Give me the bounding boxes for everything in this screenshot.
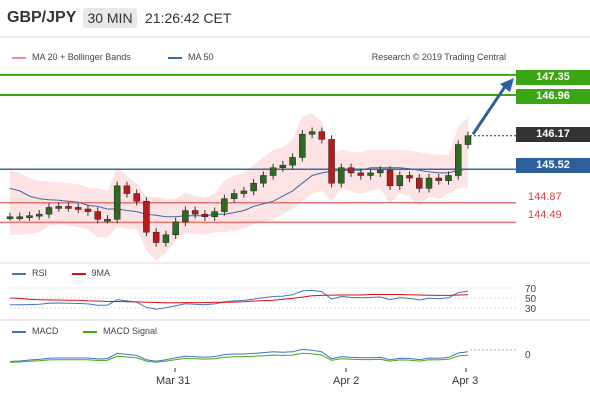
price-candle bbox=[455, 144, 462, 176]
price-candle bbox=[172, 221, 179, 236]
price-candle bbox=[201, 213, 209, 217]
price-candle bbox=[464, 135, 472, 145]
legend-ma50-label: MA 50 bbox=[188, 52, 214, 62]
macd-signal-swatch bbox=[83, 330, 98, 333]
macd-legend: MACD MACD Signal bbox=[12, 326, 157, 336]
price-candle bbox=[308, 131, 316, 135]
timeframe-badge[interactable]: 30 MIN bbox=[83, 8, 137, 28]
price-candle bbox=[191, 210, 199, 215]
price-candle bbox=[74, 207, 82, 210]
macd-tick-0: 0 bbox=[525, 350, 531, 361]
price-candle bbox=[240, 190, 248, 194]
price-candle bbox=[435, 177, 443, 181]
price-candle bbox=[396, 175, 404, 187]
price-candle bbox=[230, 193, 238, 199]
price-candle bbox=[260, 175, 267, 184]
date-label-mar31: Mar 31 bbox=[156, 375, 191, 387]
rsi-tick-50: 50 bbox=[525, 294, 537, 305]
legend-bollinger-swatch bbox=[12, 56, 26, 59]
price-candle bbox=[445, 175, 452, 181]
price-candle bbox=[347, 167, 355, 174]
macd-signal-line bbox=[9, 352, 469, 363]
rsi-ma-swatch bbox=[71, 272, 86, 275]
macd-swatch bbox=[12, 330, 26, 333]
price-candle bbox=[211, 211, 218, 217]
macd-line bbox=[9, 348, 469, 362]
price-candle bbox=[16, 216, 23, 219]
chart-header: GBP/JPY 30 MIN 21:26:42 CET bbox=[0, 0, 590, 36]
price-candle bbox=[45, 207, 53, 215]
price-candle bbox=[357, 172, 365, 176]
rsi-label: RSI bbox=[32, 268, 48, 278]
legend-bollinger-label: MA 20 + Bollinger Bands bbox=[32, 52, 131, 62]
level-r2-tag: 146.96 bbox=[516, 89, 590, 104]
timestamp: 21:26:42 CET bbox=[145, 10, 232, 26]
level-current-tag: 146.17 bbox=[516, 127, 590, 142]
price-candle bbox=[94, 211, 101, 220]
price-candle bbox=[406, 175, 413, 179]
macd-signal-label: MACD Signal bbox=[103, 326, 158, 336]
price-candle bbox=[35, 213, 43, 217]
date-label-apr2: Apr 2 bbox=[333, 375, 360, 387]
level-s2-label: 144.49 bbox=[528, 209, 562, 221]
forecast-arrow-head bbox=[500, 78, 514, 92]
legend-bollinger: MA 20 + Bollinger Bands bbox=[12, 52, 131, 62]
bollinger-band-area bbox=[10, 113, 468, 261]
price-candle bbox=[377, 170, 384, 174]
price-candle bbox=[386, 170, 394, 187]
price-candle bbox=[152, 231, 160, 243]
price-candle bbox=[425, 177, 433, 189]
level-s1-label: 144.87 bbox=[528, 191, 562, 203]
price-candle bbox=[416, 177, 423, 189]
forecast-arrow-line bbox=[471, 84, 508, 136]
price-candle bbox=[367, 172, 374, 176]
level-ma50-tag: 145.52 bbox=[516, 158, 590, 173]
price-candle bbox=[289, 157, 296, 166]
price-candle bbox=[143, 201, 150, 233]
rsi-line bbox=[10, 289, 469, 310]
rsi-swatch bbox=[12, 272, 26, 275]
price-candle bbox=[6, 216, 14, 219]
price-candle bbox=[318, 131, 326, 140]
price-candle bbox=[250, 182, 257, 192]
price-candle bbox=[279, 164, 287, 168]
price-candle bbox=[221, 198, 228, 212]
copyright-text: Research © 2019 Trading Central bbox=[371, 52, 506, 62]
price-candle bbox=[104, 219, 111, 222]
price-candle bbox=[338, 167, 345, 184]
pair-title: GBP/JPY bbox=[7, 9, 77, 26]
rsi-tick-70: 70 bbox=[525, 284, 537, 295]
legend-ma50: MA 50 bbox=[168, 52, 214, 62]
price-candle bbox=[269, 167, 277, 176]
price-candle bbox=[133, 193, 140, 202]
level-r1-tag: 147.35 bbox=[516, 70, 590, 85]
rsi-legend: RSI 9MA bbox=[12, 268, 110, 278]
price-candle bbox=[113, 185, 121, 220]
rsi-tick-30: 30 bbox=[525, 304, 537, 315]
legend-ma50-swatch bbox=[168, 56, 182, 59]
price-candle bbox=[84, 208, 92, 212]
price-candle bbox=[162, 234, 170, 243]
rsi-ma-label: 9MA bbox=[91, 268, 111, 278]
price-candle bbox=[123, 185, 131, 194]
rsi-ma-line bbox=[9, 294, 469, 304]
date-label-apr3: Apr 3 bbox=[452, 375, 479, 387]
price-candle bbox=[182, 210, 189, 223]
price-candle bbox=[26, 215, 33, 218]
price-candle bbox=[299, 133, 306, 158]
ma50-curve bbox=[9, 167, 469, 218]
price-candle bbox=[55, 206, 62, 209]
price-candle bbox=[65, 206, 72, 209]
price-candle bbox=[328, 139, 335, 184]
macd-label: MACD bbox=[32, 326, 59, 336]
